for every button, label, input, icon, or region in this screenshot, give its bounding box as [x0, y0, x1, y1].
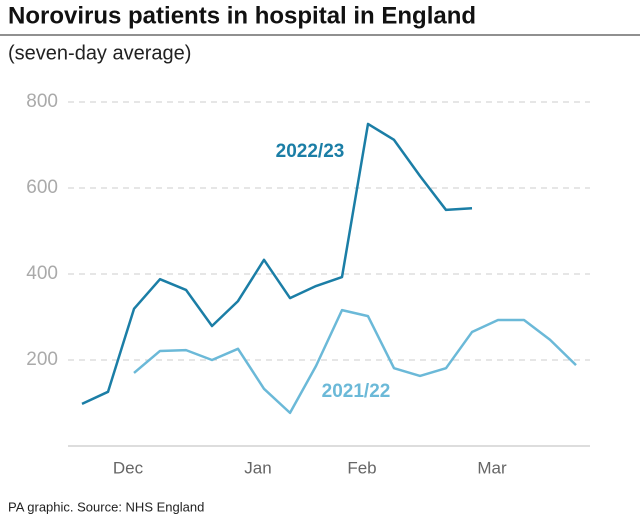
x-tick-label: Mar	[477, 458, 507, 477]
chart-subtitle: (seven-day average)	[8, 42, 191, 64]
y-tick-label: 200	[26, 349, 58, 370]
y-tick-label: 600	[26, 177, 58, 198]
y-tick-label: 400	[26, 263, 58, 284]
series-label: 2021/22	[322, 381, 391, 402]
series-line	[133, 308, 577, 415]
x-tick-label: Feb	[347, 458, 376, 477]
series-label: 2022/23	[276, 141, 345, 162]
series-line	[81, 122, 473, 405]
x-tick-label: Dec	[113, 458, 144, 477]
chart-title: Norovirus patients in hospital in Englan…	[8, 2, 476, 29]
y-tick-label: 800	[26, 91, 58, 112]
source-note: PA graphic. Source: NHS England	[8, 499, 204, 514]
x-tick-label: Jan	[244, 458, 271, 477]
